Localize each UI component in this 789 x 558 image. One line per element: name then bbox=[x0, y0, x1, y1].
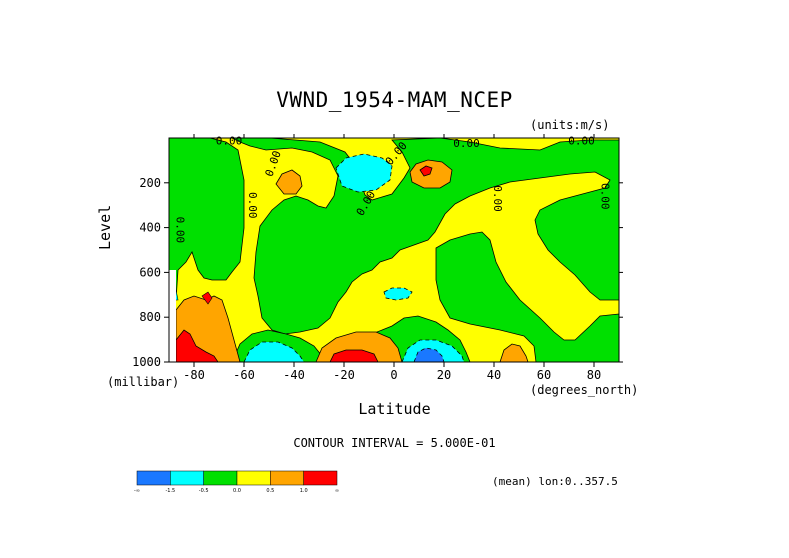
region-cyan-lower-left bbox=[243, 341, 305, 362]
contour-interval-text: CONTOUR INTERVAL = 5.000E-01 bbox=[293, 436, 496, 450]
colorbar-label: 0.5 bbox=[266, 488, 274, 494]
units-label: (units:m/s) bbox=[530, 118, 610, 132]
y-tick-label: 200 bbox=[139, 176, 161, 190]
x-tick-label: 60 bbox=[537, 368, 551, 382]
region-red-upper bbox=[419, 165, 433, 177]
y-tick-label: 800 bbox=[139, 310, 161, 324]
region-red-left bbox=[175, 329, 219, 362]
region-cyan-upper bbox=[335, 153, 393, 193]
colorbar-label: -∞ bbox=[134, 488, 140, 494]
colorbar-swatch bbox=[270, 470, 304, 486]
x-axis-label: Latitude bbox=[358, 400, 431, 418]
colorbar-label: -0.5 bbox=[199, 488, 209, 494]
colorbar-swatch bbox=[170, 470, 204, 486]
contour-field bbox=[169, 138, 619, 362]
colorbar-label: -1.5 bbox=[165, 488, 175, 494]
x-tick-label: 40 bbox=[487, 368, 501, 382]
colorbar-label: 1.0 bbox=[300, 488, 308, 494]
x-axis-unit: (degrees_north) bbox=[530, 383, 639, 397]
region-orange-upper-center bbox=[409, 159, 453, 189]
region-green-midright bbox=[435, 231, 619, 362]
y-tick-label: 400 bbox=[139, 221, 161, 235]
region-green-west bbox=[169, 138, 245, 301]
region-cyan-mid bbox=[383, 287, 413, 301]
region-orange-lower-right bbox=[499, 343, 529, 362]
contour-label: 0.00 bbox=[216, 135, 243, 148]
contour-label: 0.00 bbox=[491, 185, 504, 212]
region-green-upper bbox=[231, 138, 619, 335]
colorbar-swatch bbox=[136, 470, 171, 486]
y-axis-unit: (millibar) bbox=[107, 375, 180, 389]
x-ticks: -80 -60 -40 -20 0 20 40 60 80 bbox=[183, 134, 601, 382]
mean-longitude-text: (mean) lon:0..357.5 bbox=[492, 475, 618, 488]
colorbar-label: 0.0 bbox=[233, 488, 241, 494]
x-tick-label: -40 bbox=[283, 368, 305, 382]
region-blue bbox=[413, 347, 445, 362]
contour-label: 0.00 bbox=[453, 137, 480, 150]
x-tick-label: -60 bbox=[233, 368, 255, 382]
colorbar-label: ∞ bbox=[335, 488, 339, 494]
region-red-left-small bbox=[201, 291, 213, 305]
x-tick-label: -80 bbox=[183, 368, 205, 382]
x-tick-label: 20 bbox=[437, 368, 451, 382]
x-tick-label: -20 bbox=[333, 368, 355, 382]
y-tick-label: 600 bbox=[139, 265, 161, 279]
region-undefined bbox=[169, 270, 176, 362]
colorbar: -∞ -1.5 -0.5 0.0 0.5 1.0 ∞ bbox=[134, 470, 339, 494]
colorbar-swatch bbox=[236, 470, 271, 486]
y-ticks: 200 400 600 800 1000 bbox=[132, 176, 623, 369]
chart-title: VWND_1954-MAM_NCEP bbox=[276, 88, 513, 112]
region-orange-upper-left bbox=[275, 169, 303, 195]
colorbar-swatch bbox=[203, 470, 238, 486]
contour-label: 0.00 bbox=[174, 217, 187, 244]
colorbar-swatch bbox=[303, 470, 338, 486]
x-tick-label: 80 bbox=[587, 368, 601, 382]
contour-label: 0.00 bbox=[246, 192, 259, 219]
region-red-lower-center bbox=[329, 349, 379, 362]
contour-label: 0.00 bbox=[568, 135, 595, 148]
x-tick-label: 0 bbox=[390, 368, 397, 382]
contour-label: 0.00 bbox=[599, 183, 612, 210]
y-tick-label: 1000 bbox=[132, 355, 161, 369]
